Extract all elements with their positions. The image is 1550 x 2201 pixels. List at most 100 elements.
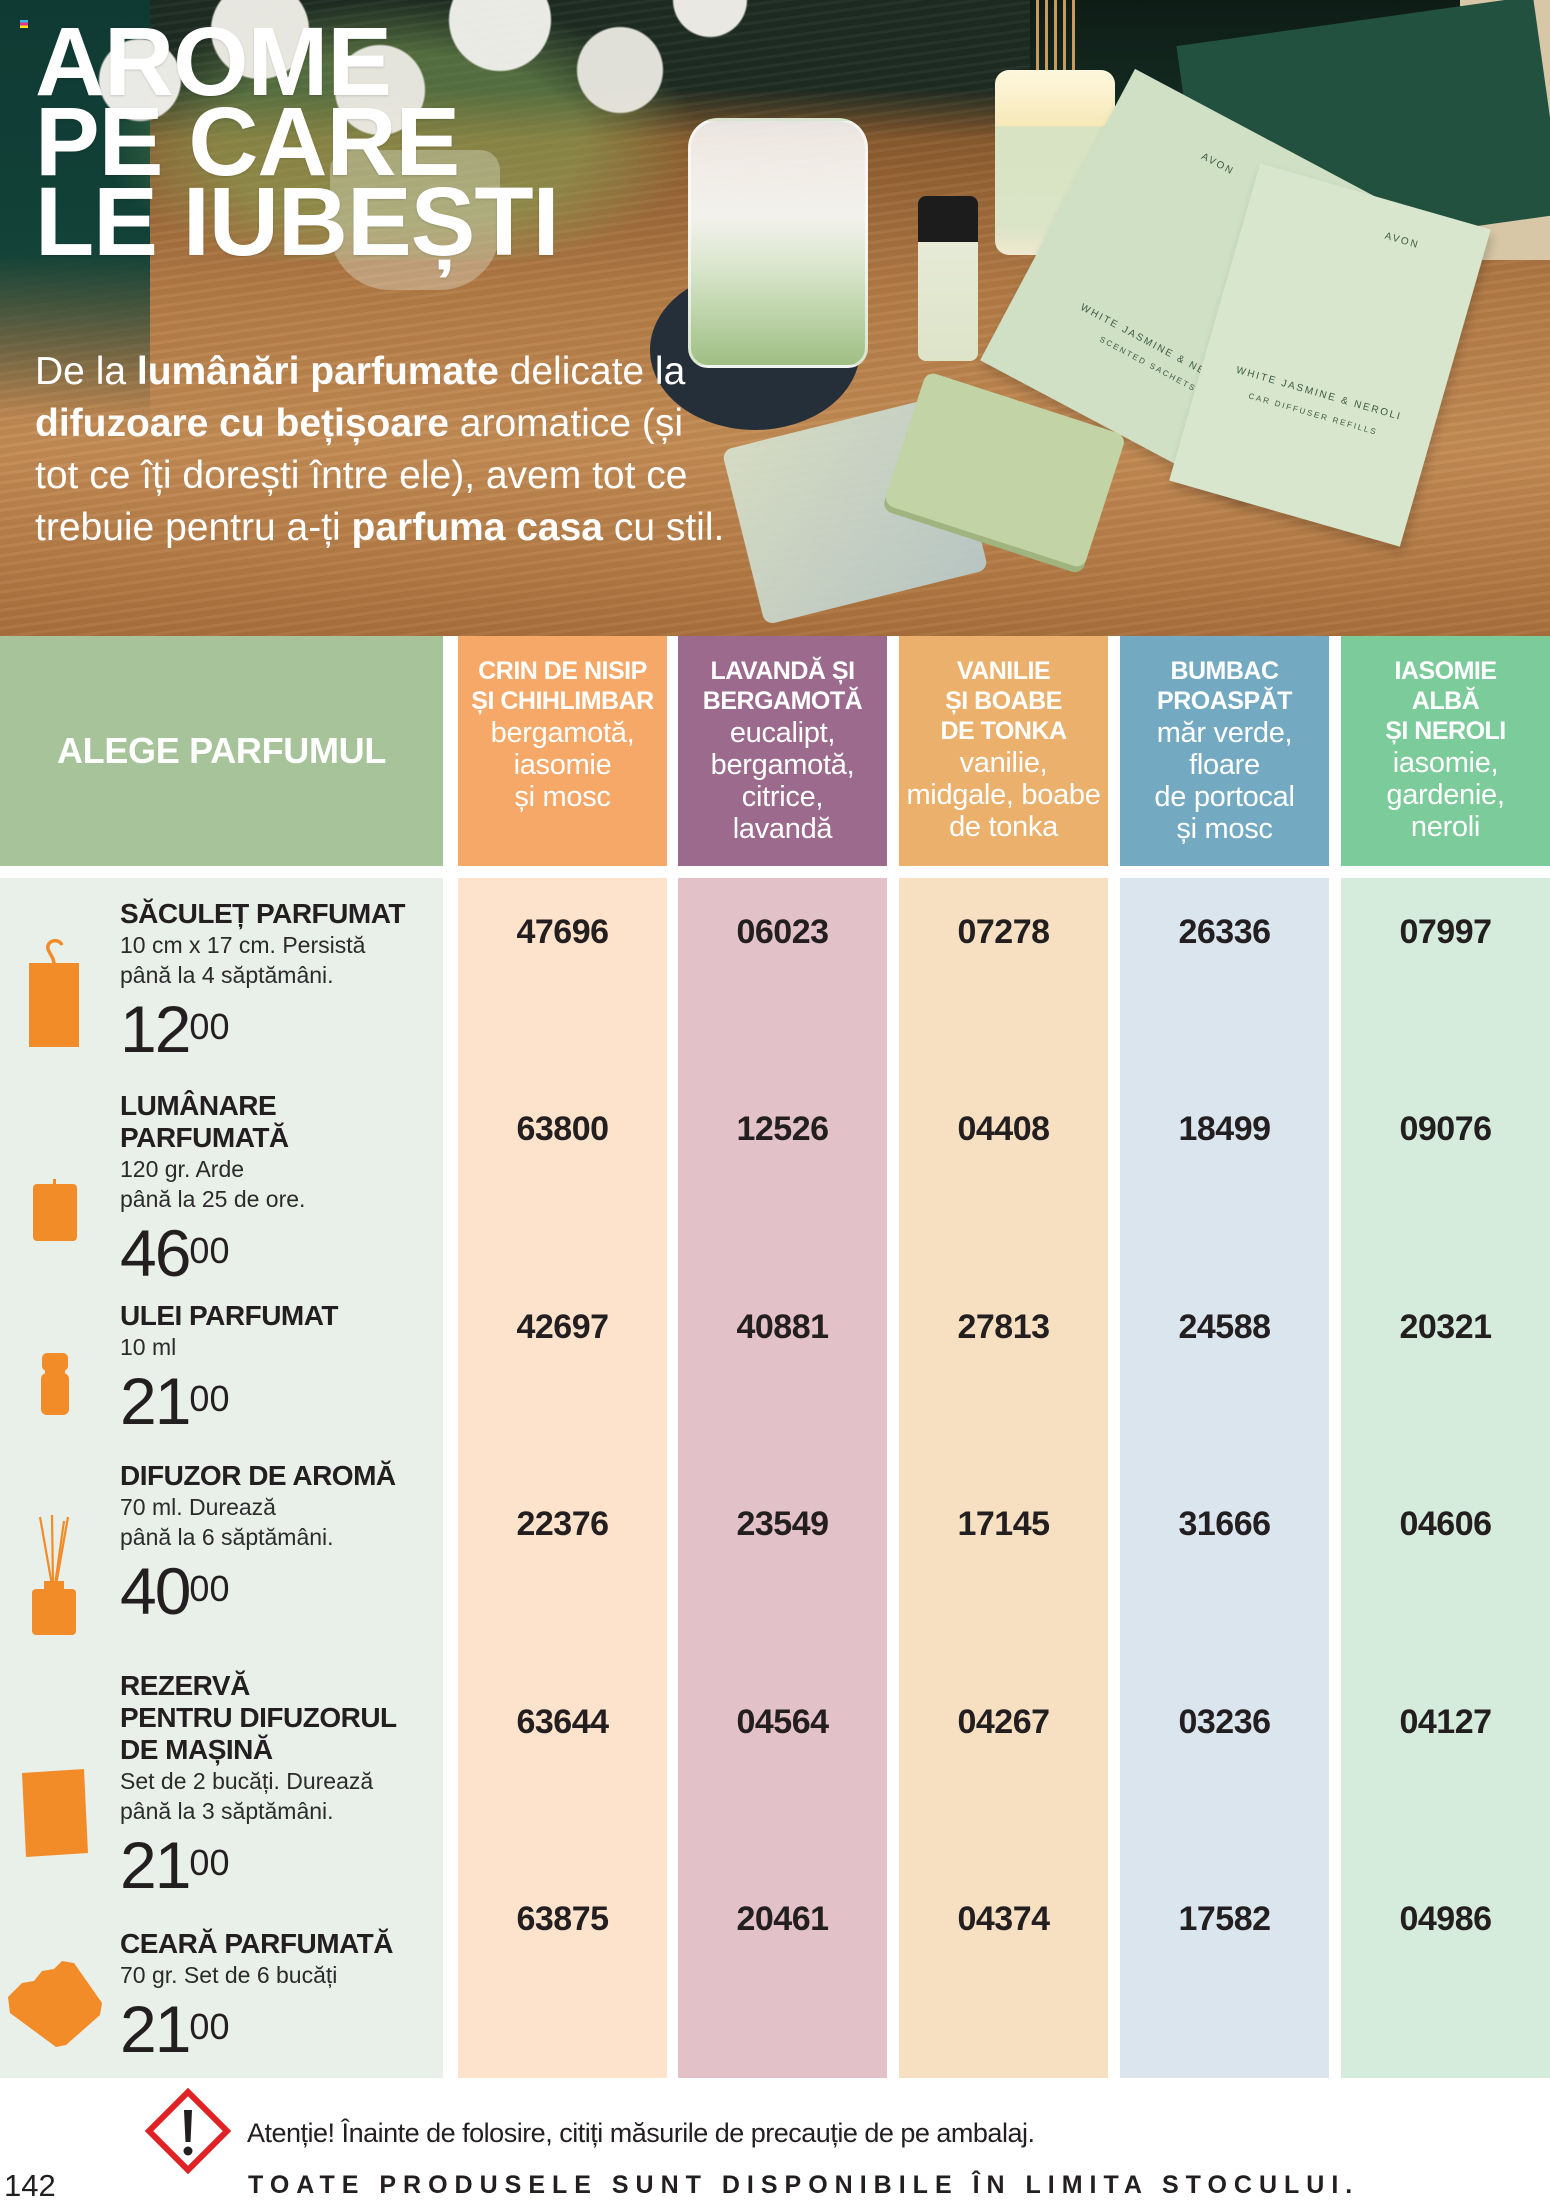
product-code: 17145 bbox=[957, 1505, 1050, 1543]
product-code: 04408 bbox=[957, 1110, 1050, 1148]
fragrance-name: BUMBAC bbox=[1170, 657, 1279, 685]
product-name: CEARĂ PARFUMATĂ bbox=[120, 1928, 394, 1959]
fragrance-notes: vanilie, bbox=[959, 747, 1048, 779]
fragrance-name: PROASPĂT bbox=[1157, 687, 1292, 715]
price-main: 40 bbox=[120, 1554, 191, 1628]
price-main: 46 bbox=[120, 1216, 191, 1290]
product-code: 20461 bbox=[736, 1900, 829, 1938]
fragrance-name: BERGAMOTĂ bbox=[702, 687, 863, 715]
intro-text: aromatice (și tot ce îți dorești între e… bbox=[35, 402, 688, 549]
fragrance-notes: gardenie, bbox=[1386, 779, 1505, 811]
product-description: 70 gr. Set de 6 bucăți bbox=[120, 1962, 338, 1988]
warning-notice: Atenție! Înainte de folosire, citiți măs… bbox=[144, 2087, 1145, 2179]
intro-text: delicate la bbox=[498, 350, 686, 393]
price-decimal: 00 bbox=[189, 1568, 230, 1609]
codes-column-vanilie: 07278 04408 27813 17145 04267 04374 bbox=[899, 878, 1108, 2078]
fragrance-notes: floare bbox=[1189, 749, 1260, 781]
table-header-label: ALEGE PARFUMUL bbox=[0, 636, 443, 866]
product-code: 12526 bbox=[736, 1110, 829, 1148]
product-car-refill: REZERVĂ PENTRU DIFUZORUL DE MAȘINĂ Set d… bbox=[120, 1670, 440, 1898]
intro-text: De la bbox=[35, 350, 137, 393]
fragrance-name: LAVANDĂ ȘI bbox=[710, 657, 855, 685]
price-main: 12 bbox=[120, 992, 191, 1066]
diffuser-reeds-image bbox=[1030, 0, 1080, 80]
codes-column-bumbac: 26336 18499 24588 31666 03236 17582 bbox=[1120, 878, 1329, 2078]
price-main: 21 bbox=[120, 1828, 191, 1902]
fragrance-notes: neroli bbox=[1410, 811, 1481, 843]
intro-paragraph: De la lumânări parfumate delicate la dif… bbox=[35, 346, 735, 554]
product-code: 06023 bbox=[736, 913, 829, 951]
fragrance-notes: și mosc bbox=[514, 781, 611, 813]
product-description: 70 ml. Durează bbox=[120, 1494, 276, 1520]
product-code: 63875 bbox=[516, 1900, 609, 1938]
product-name: DIFUZOR DE AROMĂ bbox=[120, 1460, 396, 1491]
product-code: 04564 bbox=[736, 1703, 829, 1741]
product-name: ULEI PARFUMAT bbox=[120, 1300, 339, 1331]
product-wax-melt: CEARĂ PARFUMATĂ 70 gr. Set de 6 bucăți 2… bbox=[120, 1928, 440, 2062]
fragrance-notes: lavandă bbox=[732, 813, 833, 845]
product-code: 07997 bbox=[1399, 913, 1492, 951]
oil-bottle-image bbox=[918, 196, 978, 361]
product-code: 03236 bbox=[1178, 1703, 1271, 1741]
page-title: AROME PE CARE LE IUBEȘTI bbox=[35, 13, 560, 270]
reed-diffuser-icon bbox=[30, 1515, 78, 1635]
product-code: 47696 bbox=[516, 913, 609, 951]
product-code: 18499 bbox=[1178, 1110, 1271, 1148]
fragrance-name: IASOMIE bbox=[1394, 657, 1497, 685]
intro-highlight: parfuma casa bbox=[351, 506, 603, 549]
fragrance-name: VANILIE bbox=[956, 657, 1051, 685]
product-name: DE MAȘINĂ bbox=[120, 1734, 273, 1765]
intro-highlight: lumânări parfumate bbox=[136, 350, 499, 393]
price-decimal: 00 bbox=[189, 1230, 230, 1271]
fragrance-notes: iasomie bbox=[513, 749, 612, 781]
warning-diamond-icon bbox=[144, 2087, 232, 2179]
codes-column-lavanda: 06023 12526 40881 23549 04564 20461 bbox=[678, 878, 887, 2078]
fragrance-notes: midgale, boabe bbox=[906, 779, 1101, 811]
product-sachet: SĂCULEȚ PARFUMAT 10 cm x 17 cm. Persistă… bbox=[120, 898, 440, 1062]
product-name: PARFUMATĂ bbox=[120, 1122, 289, 1153]
price-main: 21 bbox=[120, 1364, 191, 1438]
product-description: 10 ml bbox=[120, 1334, 177, 1360]
column-header-lavanda: LAVANDĂ ȘI BERGAMOTĂ eucalipt, bergamotă… bbox=[678, 636, 887, 866]
fragrance-name: ȘI CHIHLIMBAR bbox=[471, 687, 654, 715]
print-color-mark bbox=[20, 20, 28, 28]
product-description: până la 6 săptămâni. bbox=[120, 1524, 334, 1550]
hero-banner: AVON WHITE JASMINE & NEROLI SCENTED SACH… bbox=[0, 0, 1550, 636]
fragrance-name: ȘI BOABE bbox=[945, 687, 1062, 715]
fragrance-notes: eucalipt, bbox=[729, 717, 836, 749]
product-code: 63644 bbox=[516, 1703, 609, 1741]
price-decimal: 00 bbox=[189, 2006, 230, 2047]
fragrance-notes: bergamotă, bbox=[710, 749, 855, 781]
fragrance-notes: bergamotă, bbox=[490, 717, 635, 749]
product-description: până la 25 de ore. bbox=[120, 1186, 306, 1212]
price-decimal: 00 bbox=[189, 1006, 230, 1047]
product-code: 07278 bbox=[957, 913, 1050, 951]
product-code: 26336 bbox=[1178, 913, 1271, 951]
codes-column-crin-de-nisip: 47696 63800 42697 22376 63644 63875 bbox=[458, 878, 667, 2078]
product-name: LUMÂNARE bbox=[120, 1090, 277, 1121]
brand-label: AVON bbox=[1383, 230, 1421, 252]
fragrance-name: DE TONKA bbox=[940, 717, 1067, 745]
intro-text: cu stil. bbox=[602, 506, 725, 549]
product-code: 22376 bbox=[516, 1505, 609, 1543]
product-code: 17582 bbox=[1178, 1900, 1271, 1938]
fragrance-table: ALEGE PARFUMUL CRIN DE NISIP ȘI CHIHLIMB… bbox=[0, 636, 1550, 2078]
brand-label: AVON bbox=[1199, 151, 1236, 178]
product-code: 27813 bbox=[957, 1308, 1050, 1346]
wax-melt-icon bbox=[4, 1955, 104, 2047]
fragrance-notes: de tonka bbox=[949, 811, 1058, 843]
product-name: SĂCULEȚ PARFUMAT bbox=[120, 898, 405, 929]
product-name: REZERVĂ bbox=[120, 1670, 250, 1701]
product-column: SĂCULEȚ PARFUMAT 10 cm x 17 cm. Persistă… bbox=[0, 878, 443, 2078]
product-price: 1200 bbox=[120, 996, 440, 1062]
price-main: 21 bbox=[120, 1992, 191, 2066]
glass-vase-image bbox=[330, 150, 500, 290]
column-header-crin-de-nisip: CRIN DE NISIP ȘI CHIHLIMBAR bergamotă, i… bbox=[458, 636, 667, 866]
product-description: 120 gr. Arde bbox=[120, 1156, 245, 1182]
fragrance-notes: citrice, bbox=[741, 781, 824, 813]
oil-bottle-icon bbox=[40, 1353, 70, 1415]
product-price: 4000 bbox=[120, 1558, 440, 1624]
product-code: 04267 bbox=[957, 1703, 1050, 1741]
candle-icon bbox=[32, 1179, 78, 1241]
codes-column-iasomie: 07997 09076 20321 04606 04127 04986 bbox=[1341, 878, 1550, 2078]
